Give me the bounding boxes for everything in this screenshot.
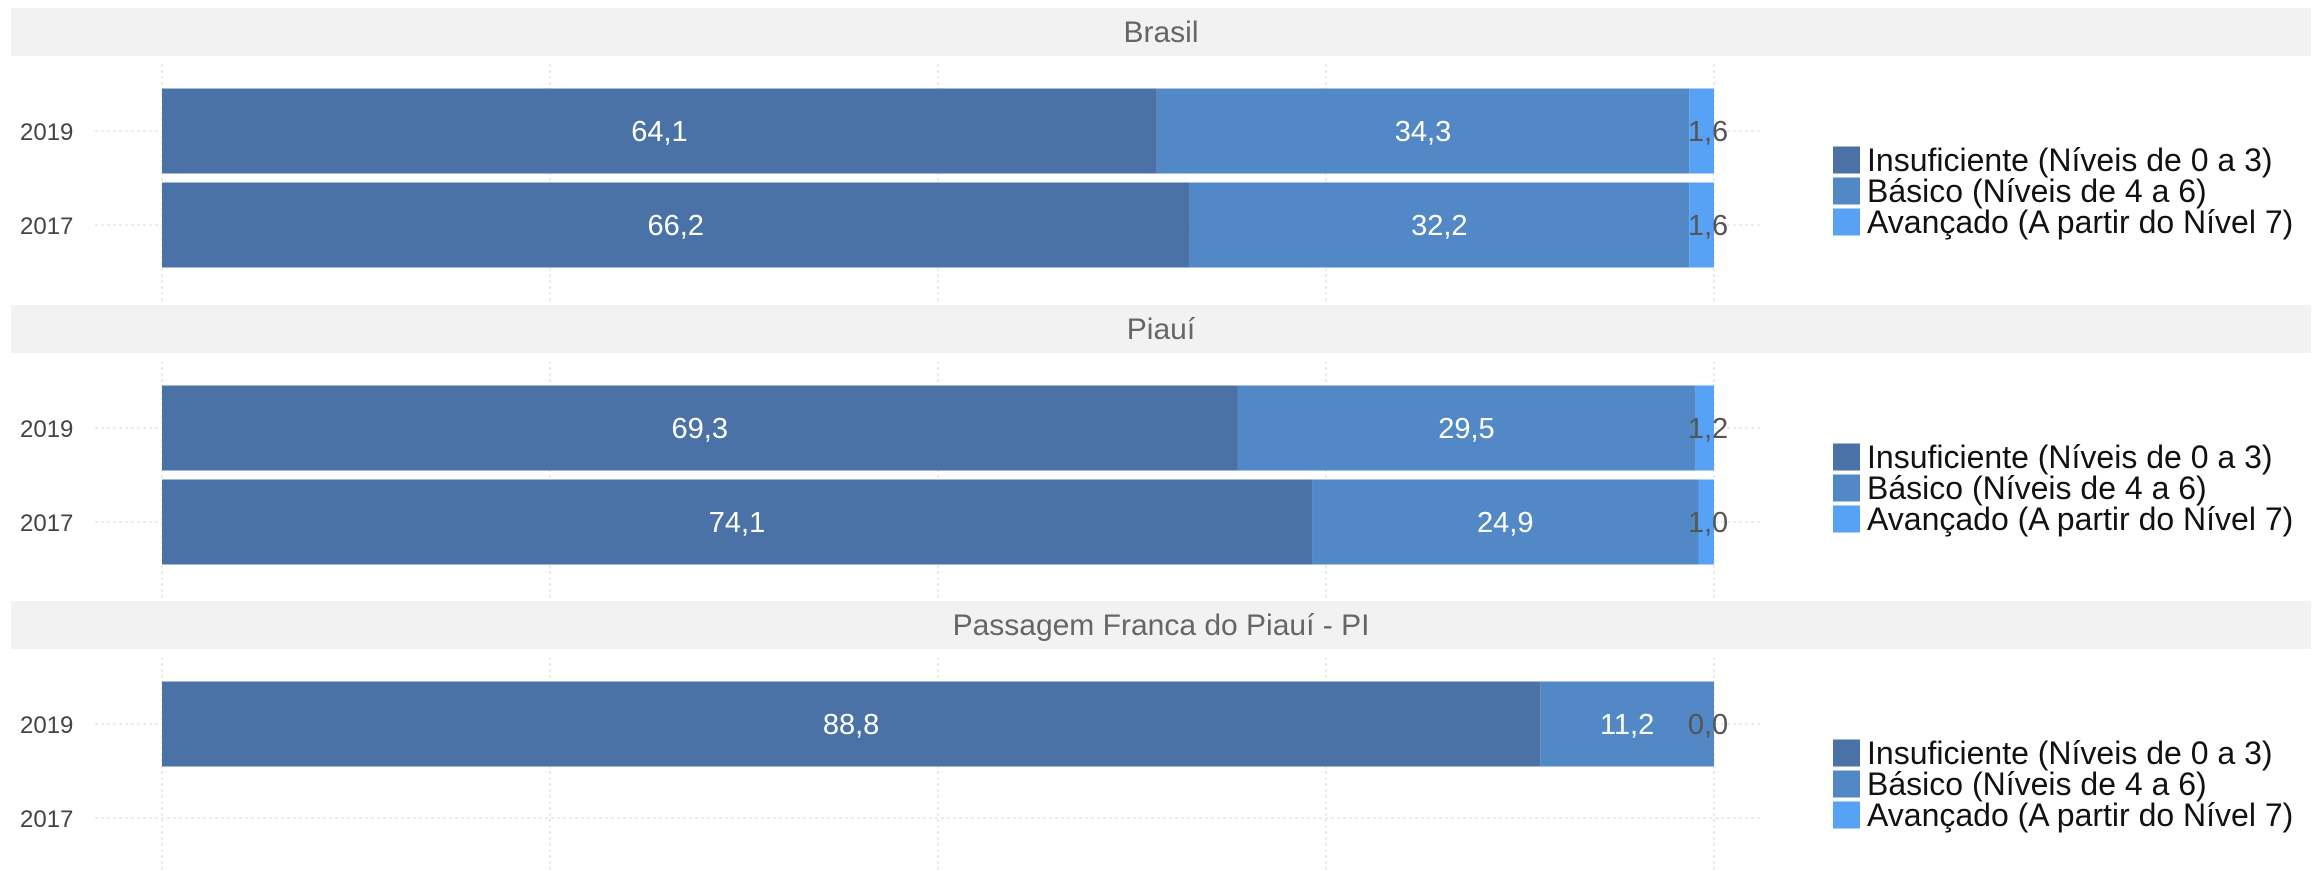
legend-swatch xyxy=(1833,801,1860,829)
bar-value-label: 11,2 xyxy=(1600,709,1654,741)
panel-title: Piauí xyxy=(1127,313,1196,346)
bar-segment-3 xyxy=(1689,88,1714,174)
bar-value-label: 34,3 xyxy=(1395,116,1451,148)
legend-label: Insuficiente (Níveis de 0 a 3) xyxy=(1867,142,2273,178)
legend-swatch xyxy=(1833,208,1860,236)
legend-swatch xyxy=(1833,177,1860,205)
bar-value-label: 1,6 xyxy=(1688,210,1728,242)
bar-value-label: 32,2 xyxy=(1411,210,1467,242)
panel-strip xyxy=(11,601,2311,649)
bar-segment-2 xyxy=(1540,681,1714,767)
y-tick-label: 2019 xyxy=(20,712,73,739)
bar-value-label: 1,2 xyxy=(1688,413,1728,445)
bar-value-label: 64,1 xyxy=(631,116,687,148)
legend-swatch xyxy=(1833,505,1860,533)
legend-swatch xyxy=(1833,739,1860,767)
bar-segment-2 xyxy=(1189,182,1690,268)
bar-segment-2 xyxy=(1156,88,1690,174)
bar-value-label: 0,0 xyxy=(1688,709,1728,741)
bar-segment-1 xyxy=(162,681,1541,767)
bar-segment-3 xyxy=(1695,385,1714,471)
bar-value-label: 69,3 xyxy=(672,413,728,445)
bar-value-label: 66,2 xyxy=(647,210,703,242)
bar-segment-1 xyxy=(162,88,1157,174)
y-tick-label: 2019 xyxy=(20,416,73,443)
legend-swatch xyxy=(1833,146,1860,174)
bar-segment-3 xyxy=(1698,479,1714,565)
legend-label: Avançado (A partir do Nível 7) xyxy=(1867,204,2293,240)
legend-label: Insuficiente (Níveis de 0 a 3) xyxy=(1867,439,2273,475)
panel-title: Passagem Franca do Piauí - PI xyxy=(953,609,1370,642)
bar-segment-2 xyxy=(1237,385,1696,471)
panel-strip xyxy=(11,8,2311,56)
bar-segment-3 xyxy=(1689,182,1714,268)
legend-label: Básico (Níveis de 4 a 6) xyxy=(1867,173,2207,209)
bar-segment-1 xyxy=(162,479,1313,565)
legend-label: Básico (Níveis de 4 a 6) xyxy=(1867,470,2207,506)
legend-label: Avançado (A partir do Nível 7) xyxy=(1867,501,2293,537)
panel-title: Brasil xyxy=(1123,16,1198,49)
y-tick-label: 2017 xyxy=(20,213,73,240)
bar-value-label: 24,9 xyxy=(1477,507,1533,539)
y-tick-label: 2017 xyxy=(20,510,73,537)
panel-strip xyxy=(11,305,2311,353)
bar-segment-1 xyxy=(162,385,1238,471)
bar-value-label: 74,1 xyxy=(709,507,765,539)
legend-swatch xyxy=(1833,770,1860,798)
bar-segment-2 xyxy=(1312,479,1699,565)
bar-value-label: 88,8 xyxy=(823,709,879,741)
bar-segment-1 xyxy=(162,182,1190,268)
bar-value-label: 29,5 xyxy=(1438,413,1494,445)
legend-label: Básico (Níveis de 4 a 6) xyxy=(1867,766,2207,802)
legend-label: Insuficiente (Níveis de 0 a 3) xyxy=(1867,735,2273,771)
bar-value-label: 1,0 xyxy=(1688,507,1728,539)
bar-value-label: 1,6 xyxy=(1688,116,1728,148)
y-tick-label: 2019 xyxy=(20,119,73,146)
y-tick-label: 2017 xyxy=(20,806,73,833)
legend-label: Avançado (A partir do Nível 7) xyxy=(1867,797,2293,833)
legend-swatch xyxy=(1833,474,1860,502)
legend-swatch xyxy=(1833,443,1860,471)
